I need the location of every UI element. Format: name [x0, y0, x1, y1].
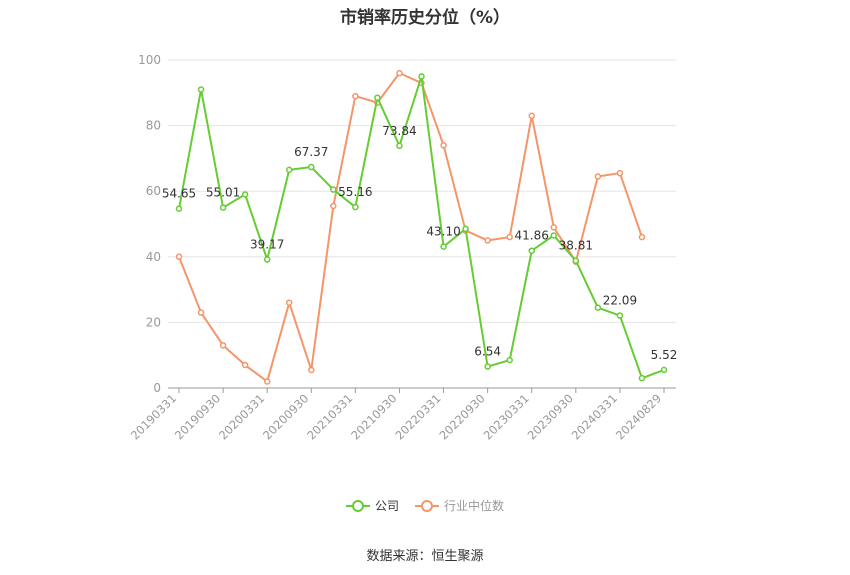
data-point-1	[352, 92, 359, 100]
y-tick-label: 20	[146, 315, 161, 329]
legend-line-icon	[415, 499, 439, 512]
data-point-1	[616, 169, 624, 177]
data-point-1	[550, 224, 558, 231]
data-source-note: 数据来源：恒生聚源	[366, 549, 484, 564]
x-tick-label: 20240331	[569, 391, 620, 442]
data-label: 39.17	[250, 238, 284, 252]
x-tick-label: 20220930	[436, 391, 487, 442]
x-tick-label: 20230930	[525, 391, 576, 442]
data-point-0	[418, 73, 425, 80]
data-point-0	[219, 204, 227, 211]
data-point-0	[197, 86, 205, 93]
data-point-0	[484, 363, 491, 370]
legend-label: 行业中位数	[444, 499, 505, 513]
data-point-1	[396, 69, 403, 77]
data-point-0	[352, 203, 359, 211]
y-tick-label: 40	[146, 250, 161, 264]
data-point-0	[594, 304, 602, 311]
data-point-1	[440, 142, 447, 149]
legend-item-industry-median[interactable]: 行业中位数	[415, 497, 504, 514]
data-point-1	[308, 366, 315, 374]
legend-label: 公司	[374, 499, 399, 513]
data-label: 67.37	[294, 145, 328, 159]
legend-line-icon	[345, 499, 370, 512]
series-line-1	[178, 72, 643, 383]
data-point-1	[241, 361, 249, 369]
chart-legend: 公司 行业中位数	[0, 497, 850, 514]
data-point-1	[506, 233, 513, 241]
data-label: 43.10	[426, 225, 460, 239]
data-point-0	[330, 186, 337, 193]
data-label: 55.01	[206, 186, 240, 200]
data-point-1	[285, 299, 293, 306]
data-point-0	[263, 256, 271, 263]
data-label: 22.09	[603, 294, 637, 308]
data-point-1	[484, 237, 491, 244]
data-point-0	[396, 142, 403, 150]
data-point-0	[638, 374, 646, 382]
data-point-1	[330, 202, 337, 210]
data-point-1	[528, 112, 535, 120]
data-point-0	[550, 232, 558, 239]
data-label: 6.54	[474, 345, 501, 359]
x-tick-label: 20190930	[172, 391, 223, 442]
data-point-1	[197, 309, 205, 316]
data-point-0	[175, 205, 183, 212]
data-label: 54.65	[162, 187, 196, 201]
data-point-0	[528, 247, 535, 254]
data-point-1	[175, 253, 183, 261]
data-point-1	[219, 342, 227, 349]
chart-title: 市销率历史分位（%）	[339, 8, 511, 28]
y-tick-label: 0	[153, 381, 161, 395]
y-tick-label: 80	[146, 119, 161, 133]
x-tick-label: 20200930	[260, 391, 311, 442]
data-point-0	[506, 356, 513, 364]
data-label: 73.84	[382, 124, 416, 138]
data-point-0	[462, 225, 469, 233]
data-label: 55.16	[338, 185, 372, 199]
data-point-0	[285, 166, 293, 174]
x-tick-label: 20210331	[304, 391, 355, 442]
data-point-0	[374, 94, 381, 101]
x-tick-label: 20230331	[481, 391, 532, 442]
data-point-1	[594, 173, 602, 180]
data-point-0	[241, 191, 249, 198]
x-tick-label: 20190331	[128, 391, 179, 442]
data-point-0	[660, 366, 668, 374]
data-point-0	[572, 257, 580, 264]
y-tick-label: 100	[138, 53, 161, 67]
series-line-0	[178, 75, 665, 380]
x-tick-label: 20240829	[613, 391, 664, 442]
x-tick-label: 20220331	[392, 391, 443, 442]
data-label: 38.81	[559, 239, 593, 253]
data-point-1	[263, 378, 271, 385]
data-label: 41.86	[515, 229, 549, 243]
data-label: 5.52	[651, 348, 678, 362]
data-point-0	[616, 312, 624, 319]
data-point-0	[440, 243, 447, 250]
x-tick-label: 20200331	[216, 391, 267, 442]
data-point-1	[638, 233, 646, 241]
legend-item-company[interactable]: 公司	[345, 497, 399, 514]
data-point-0	[308, 163, 315, 171]
x-tick-label: 20210930	[348, 391, 399, 442]
y-tick-label: 60	[146, 184, 161, 198]
